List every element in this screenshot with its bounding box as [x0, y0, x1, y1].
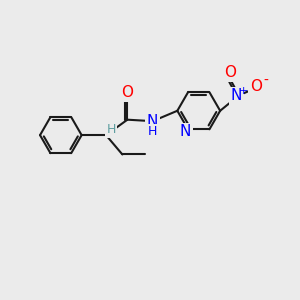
Text: -: -	[263, 74, 268, 88]
Text: H: H	[107, 123, 116, 136]
Text: N: N	[180, 124, 191, 139]
Text: O: O	[250, 79, 262, 94]
Text: N: N	[147, 114, 158, 129]
Text: +: +	[238, 86, 248, 96]
Text: O: O	[122, 85, 134, 100]
Text: H: H	[148, 125, 158, 138]
Text: O: O	[224, 65, 236, 80]
Text: N: N	[231, 88, 242, 104]
